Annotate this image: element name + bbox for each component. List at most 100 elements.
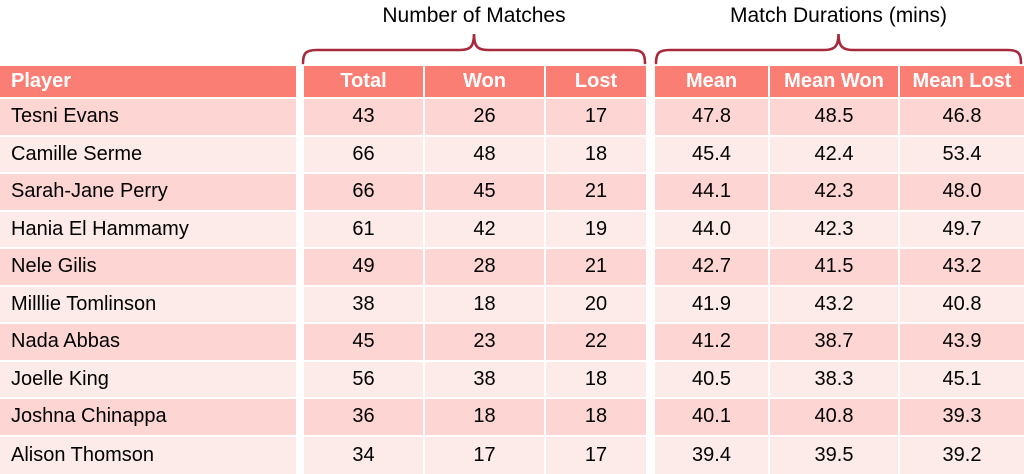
lost-cell: 21 — [544, 249, 646, 287]
player-name-cell: Sarah-Jane Perry — [0, 174, 296, 212]
player-name-cell: Nele Gilis — [0, 249, 296, 287]
column-gap — [296, 361, 304, 399]
column-gap — [646, 66, 655, 99]
mean-cell: 44.0 — [655, 211, 768, 249]
lost-cell: 17 — [544, 99, 646, 137]
won-cell: 48 — [423, 136, 544, 174]
lost-cell: 20 — [544, 286, 646, 324]
total-cell: 45 — [304, 324, 423, 362]
won-cell: 26 — [423, 99, 544, 137]
total-cell: 34 — [304, 436, 423, 474]
player-name-cell: Nada Abbas — [0, 324, 296, 362]
won-cell: 42 — [423, 211, 544, 249]
column-gap — [296, 286, 304, 324]
column-gap — [296, 66, 304, 99]
mean-won-cell: 48.5 — [768, 99, 898, 137]
lost-cell: 18 — [544, 361, 646, 399]
mean-cell: 44.1 — [655, 174, 768, 212]
mean-lost-cell: 39.2 — [898, 436, 1024, 474]
column-gap — [646, 286, 655, 324]
brace-match-durations-icon — [654, 33, 1023, 65]
won-cell: 18 — [423, 399, 544, 437]
column-gap — [646, 211, 655, 249]
player-name-cell: Camille Serme — [0, 136, 296, 174]
column-gap — [296, 99, 304, 137]
mean-cell: 45.4 — [655, 136, 768, 174]
won-cell: 23 — [423, 324, 544, 362]
column-gap — [646, 99, 655, 137]
mean-won-cell: 43.2 — [768, 286, 898, 324]
column-header-won: Won — [423, 66, 544, 99]
mean-lost-cell: 39.3 — [898, 399, 1024, 437]
group-label-number-of-matches: Number of Matches — [382, 4, 566, 27]
total-cell: 43 — [304, 99, 423, 137]
player-name-cell: Tesni Evans — [0, 99, 296, 137]
mean-lost-cell: 43.2 — [898, 249, 1024, 287]
mean-cell: 47.8 — [655, 99, 768, 137]
won-cell: 38 — [423, 361, 544, 399]
group-label-match-durations: Match Durations (mins) — [729, 4, 948, 27]
won-cell: 45 — [423, 174, 544, 212]
brace-number-of-matches-icon — [301, 33, 647, 65]
column-header-mean: Mean — [655, 66, 768, 99]
mean-cell: 39.4 — [655, 436, 768, 474]
column-header-mean-won: Mean Won — [768, 66, 898, 99]
mean-won-cell: 42.3 — [768, 174, 898, 212]
mean-won-cell: 38.3 — [768, 361, 898, 399]
mean-cell: 40.5 — [655, 361, 768, 399]
column-gap — [296, 136, 304, 174]
mean-lost-cell: 40.8 — [898, 286, 1024, 324]
lost-cell: 21 — [544, 174, 646, 212]
column-gap — [646, 174, 655, 212]
mean-cell: 41.9 — [655, 286, 768, 324]
column-gap — [646, 361, 655, 399]
curly-braces — [301, 33, 1023, 65]
mean-lost-cell: 43.9 — [898, 324, 1024, 362]
column-gap — [296, 249, 304, 287]
mean-cell: 41.2 — [655, 324, 768, 362]
mean-won-cell: 40.8 — [768, 399, 898, 437]
total-cell: 36 — [304, 399, 423, 437]
mean-won-cell: 42.4 — [768, 136, 898, 174]
column-gap — [646, 399, 655, 437]
lost-cell: 17 — [544, 436, 646, 474]
won-cell: 18 — [423, 286, 544, 324]
column-gap — [296, 211, 304, 249]
total-cell: 49 — [304, 249, 423, 287]
won-cell: 17 — [423, 436, 544, 474]
column-gap — [646, 249, 655, 287]
column-gap — [646, 136, 655, 174]
total-cell: 56 — [304, 361, 423, 399]
player-name-cell: Hania El Hammamy — [0, 211, 296, 249]
column-header-player: Player — [0, 66, 296, 99]
total-cell: 61 — [304, 211, 423, 249]
column-gap — [646, 324, 655, 362]
player-name-cell: Alison Thomson — [0, 436, 296, 474]
column-gap — [296, 399, 304, 437]
lost-cell: 22 — [544, 324, 646, 362]
mean-lost-cell: 46.8 — [898, 99, 1024, 137]
mean-won-cell: 42.3 — [768, 211, 898, 249]
mean-lost-cell: 45.1 — [898, 361, 1024, 399]
lost-cell: 19 — [544, 211, 646, 249]
player-name-cell: Milllie Tomlinson — [0, 286, 296, 324]
mean-won-cell: 39.5 — [768, 436, 898, 474]
mean-won-cell: 38.7 — [768, 324, 898, 362]
mean-lost-cell: 53.4 — [898, 136, 1024, 174]
stats-table: Player Total Won Lost Mean Mean Won Mean… — [0, 66, 1024, 474]
mean-lost-cell: 49.7 — [898, 211, 1024, 249]
column-gap — [296, 174, 304, 212]
won-cell: 28 — [423, 249, 544, 287]
mean-cell: 40.1 — [655, 399, 768, 437]
mean-lost-cell: 48.0 — [898, 174, 1024, 212]
player-name-cell: Joshna Chinappa — [0, 399, 296, 437]
column-gap — [296, 436, 304, 474]
column-header-lost: Lost — [544, 66, 646, 99]
column-header-mean-lost: Mean Lost — [898, 66, 1024, 99]
lost-cell: 18 — [544, 399, 646, 437]
mean-won-cell: 41.5 — [768, 249, 898, 287]
lost-cell: 18 — [544, 136, 646, 174]
total-cell: 66 — [304, 174, 423, 212]
column-gap — [296, 324, 304, 362]
